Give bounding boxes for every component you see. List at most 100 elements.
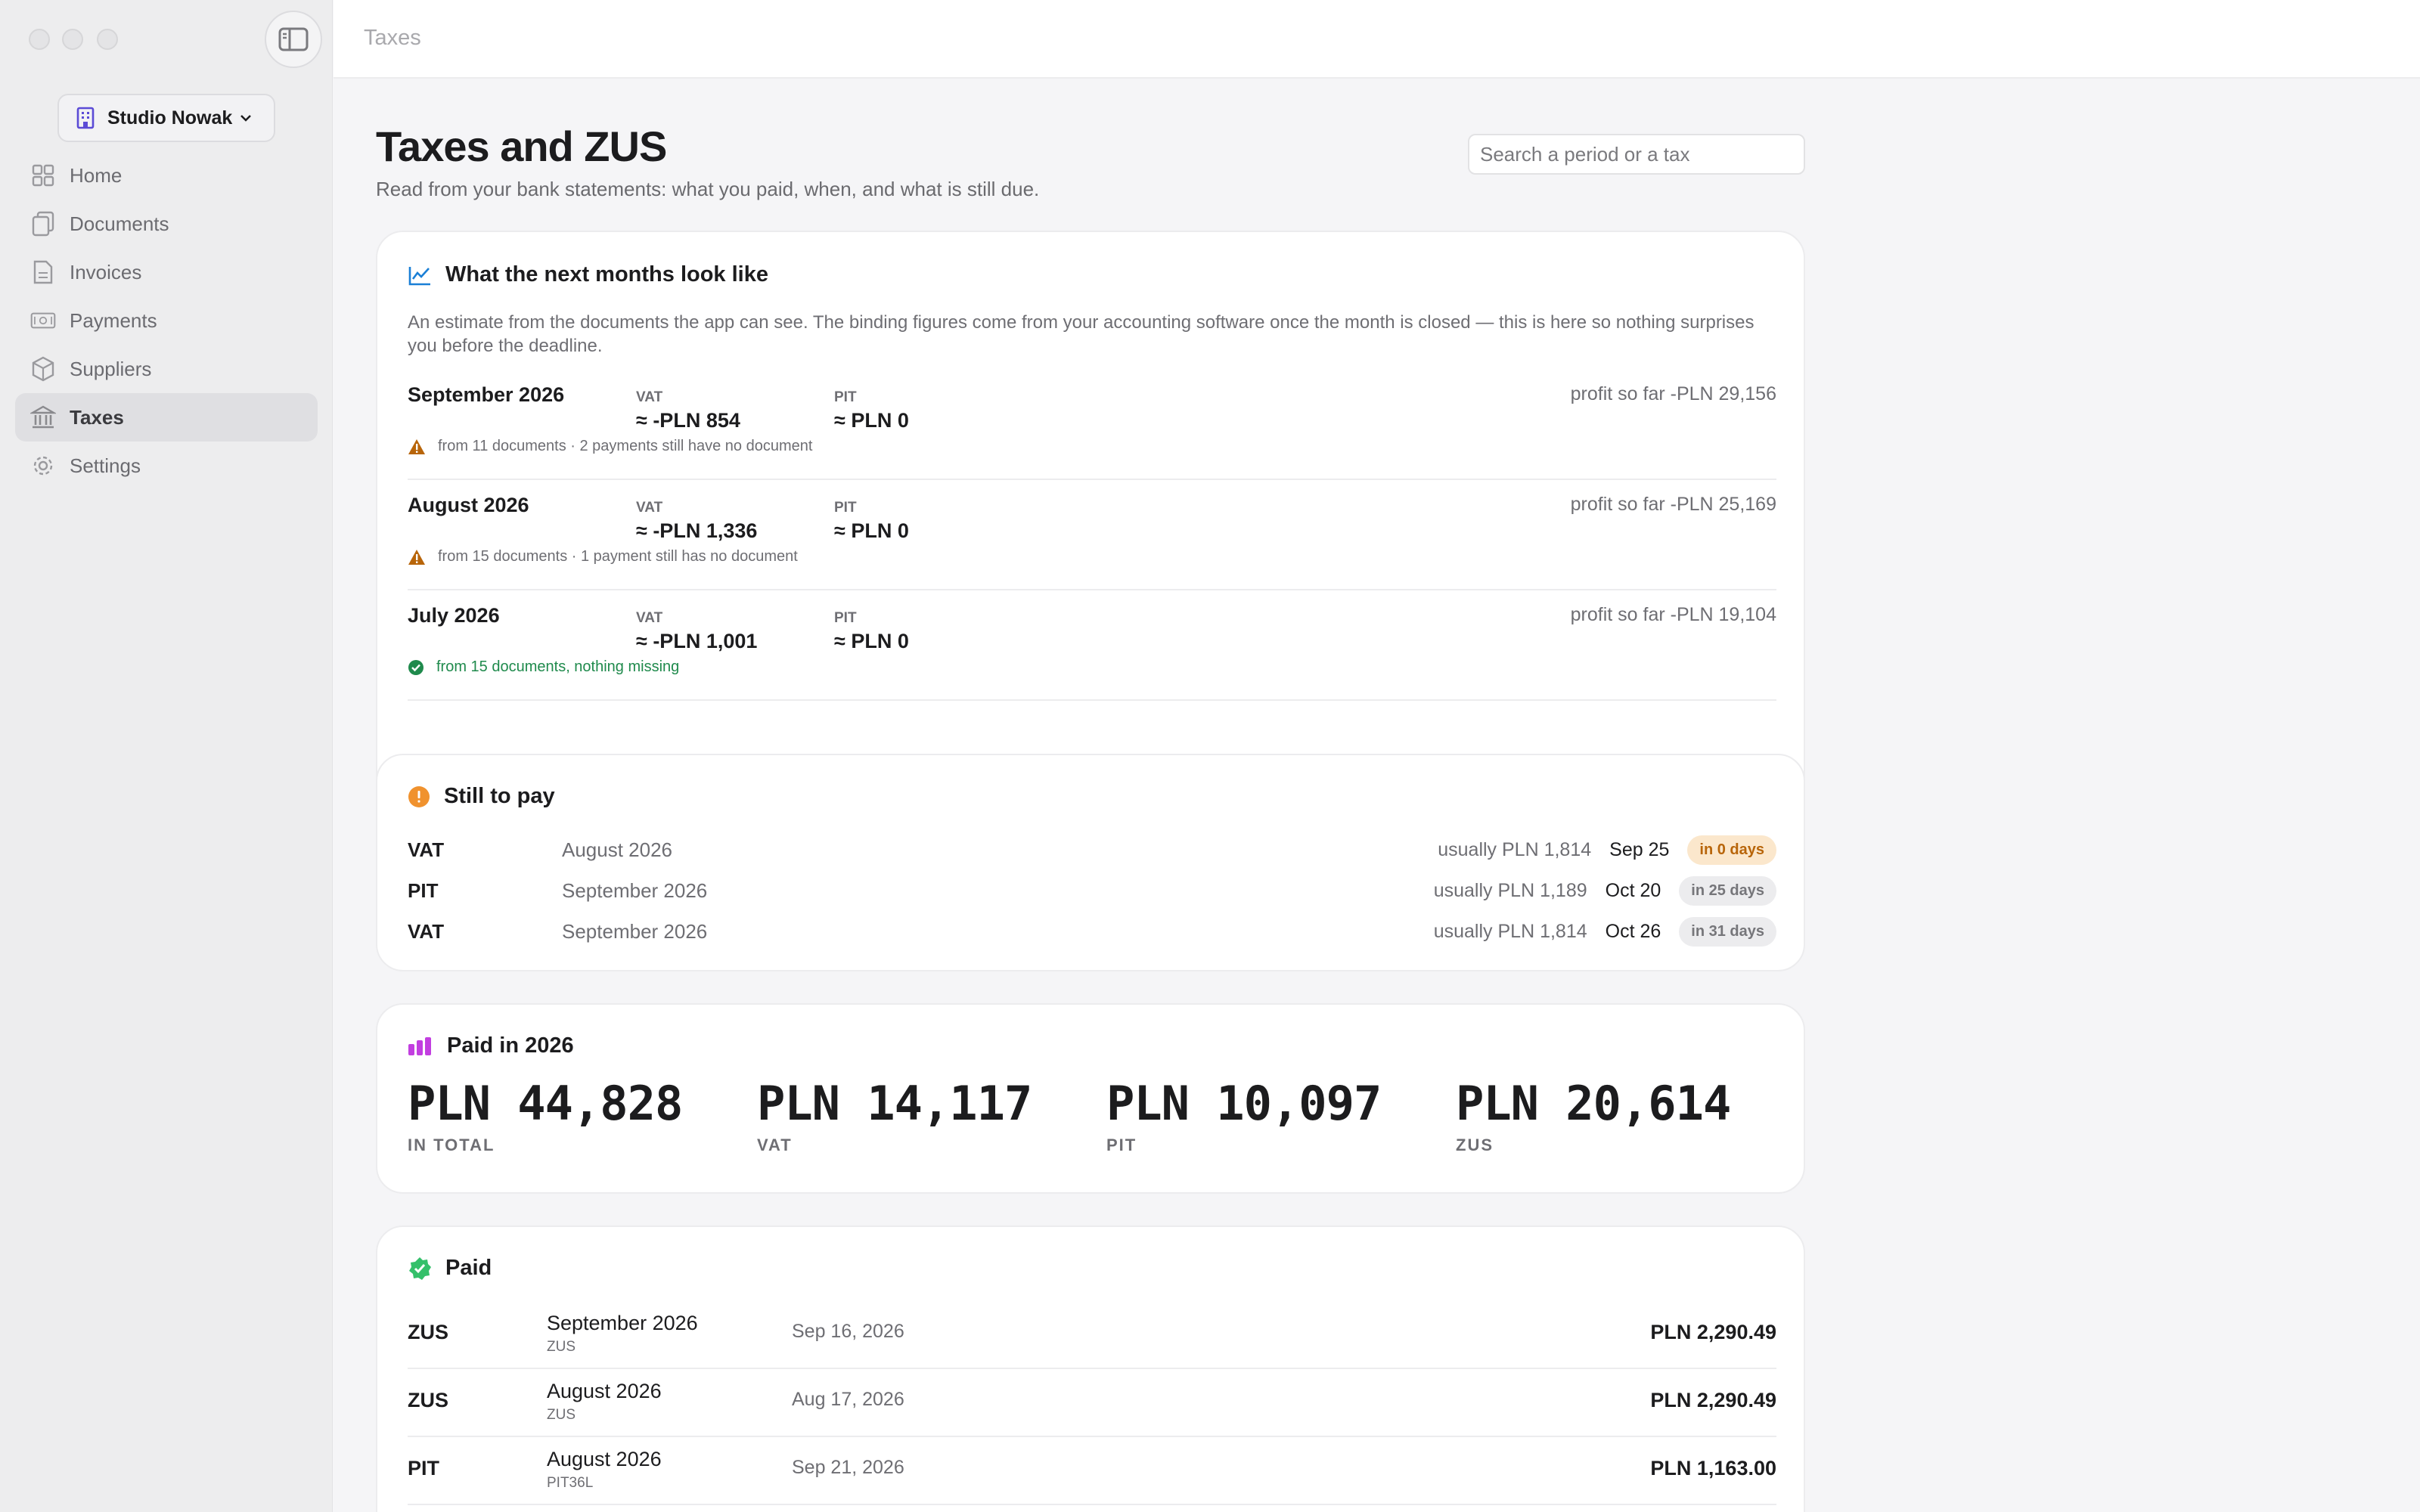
payment-date: Sep 16, 2026 xyxy=(792,1321,904,1342)
sidebar-item-suppliers[interactable]: Suppliers xyxy=(15,345,318,393)
tax-type: VAT xyxy=(408,838,445,861)
bar-chart-icon xyxy=(408,1036,431,1055)
paid-row[interactable]: ZUS August 2026 ZUS Aug 17, 2026 PLN 2,2… xyxy=(408,1369,1776,1437)
payment-date: Aug 17, 2026 xyxy=(792,1389,904,1410)
close-window-button[interactable] xyxy=(29,29,50,50)
forecast-month: August 2026 xyxy=(408,494,529,516)
stat-amount: PLN 14,117 xyxy=(757,1076,1032,1131)
sidebar-item-label: Documents xyxy=(70,212,169,235)
forecast-card-header: What the next months look like xyxy=(408,262,768,287)
pit-estimate: ≈ PLN 0 xyxy=(834,519,909,542)
paid-row[interactable]: PIT August 2026 PIT36L Sep 21, 2026 PLN … xyxy=(408,1437,1776,1505)
stat-zus: PLN 20,614 ZUS xyxy=(1456,1076,1731,1155)
stat-total: PLN 44,828 IN TOTAL xyxy=(408,1076,683,1155)
due-details: usually PLN 1,814 Sep 25 in 0 days xyxy=(1438,832,1776,867)
organization-switcher[interactable]: Studio Nowak xyxy=(57,94,275,142)
due-row[interactable]: VAT August 2026 usually PLN 1,814 Sep 25… xyxy=(408,829,1776,870)
stat-amount: PLN 20,614 xyxy=(1456,1076,1731,1131)
pit-label: PIT xyxy=(834,500,857,516)
sidebar-toggle-button[interactable] xyxy=(265,11,322,68)
window-title: Taxes xyxy=(364,26,421,50)
warning-icon xyxy=(408,549,425,565)
due-row[interactable]: PIT September 2026 usually PLN 1,189 Oct… xyxy=(408,870,1776,911)
pit-label: PIT xyxy=(834,610,857,626)
sidebar-item-settings[interactable]: Settings xyxy=(15,442,318,490)
pit-estimate: ≈ PLN 0 xyxy=(834,630,909,652)
sidebar-nav: Home Documents Invoices Payments Supplie… xyxy=(15,151,318,490)
due-row[interactable]: VAT September 2026 usually PLN 1,814 Oct… xyxy=(408,911,1776,952)
vat-label: VAT xyxy=(636,610,663,626)
tax-type: ZUS xyxy=(408,1389,448,1411)
still-to-pay-title: Still to pay xyxy=(444,784,555,808)
main-content: Taxes and ZUS Read from your bank statem… xyxy=(334,79,2420,1512)
forecast-note-text: from 15 documents, nothing missing xyxy=(436,658,680,675)
sidebar-item-payments[interactable]: Payments xyxy=(15,296,318,345)
due-date: Oct 20 xyxy=(1605,879,1661,901)
vat-label: VAT xyxy=(636,500,663,516)
forecast-row[interactable]: July 2026 VAT ≈ -PLN 1,001 PIT ≈ PLN 0 p… xyxy=(408,590,1776,701)
sidebar-item-documents[interactable]: Documents xyxy=(15,200,318,248)
warning-icon xyxy=(408,438,425,454)
usual-amount: usually PLN 1,814 xyxy=(1438,838,1592,860)
tax-type: ZUS xyxy=(408,1321,448,1343)
sidebar-toggle-icon xyxy=(278,27,309,51)
minimize-window-button[interactable] xyxy=(62,29,83,50)
tax-period: August 2026 xyxy=(562,838,673,861)
stat-caption: IN TOTAL xyxy=(408,1136,495,1154)
grid-icon xyxy=(30,163,56,188)
forecast-row[interactable]: August 2026 VAT ≈ -PLN 1,336 PIT ≈ PLN 0… xyxy=(408,480,1776,590)
sidebar-item-invoices[interactable]: Invoices xyxy=(15,248,318,296)
payment-date: Sep 21, 2026 xyxy=(792,1457,904,1478)
paid-row[interactable]: ZUS September 2026 ZUS Sep 16, 2026 PLN … xyxy=(408,1301,1776,1369)
still-to-pay-header: Still to pay xyxy=(408,784,555,809)
trend-chart-icon xyxy=(408,266,430,285)
sidebar: Studio Nowak Home Documents Invoices Pay… xyxy=(0,0,333,1512)
stat-pit: PLN 10,097 PIT xyxy=(1106,1076,1382,1155)
page-title: Taxes and ZUS xyxy=(376,122,667,170)
sidebar-item-label: Taxes xyxy=(70,405,124,429)
tax-form: ZUS xyxy=(547,1407,576,1423)
stat-vat: PLN 14,117 VAT xyxy=(757,1076,1032,1155)
forecast-row[interactable]: September 2026 VAT ≈ -PLN 854 PIT ≈ PLN … xyxy=(408,370,1776,480)
stat-caption: VAT xyxy=(757,1136,793,1154)
due-details: usually PLN 1,189 Oct 20 in 25 days xyxy=(1434,873,1776,908)
paid-card: Paid ZUS September 2026 ZUS Sep 16, 2026… xyxy=(376,1225,1805,1512)
forecast-note: from 11 documents · 2 payments still hav… xyxy=(408,438,812,455)
tax-period: September 2026 xyxy=(562,879,708,902)
paid-stats: PLN 44,828 IN TOTAL PLN 14,117 VAT PLN 1… xyxy=(408,1076,1776,1159)
search-input[interactable] xyxy=(1468,134,1805,175)
sidebar-item-label: Home xyxy=(70,163,123,187)
zoom-window-button[interactable] xyxy=(97,29,118,50)
paid-header: Paid xyxy=(408,1256,492,1281)
sidebar-item-home[interactable]: Home xyxy=(15,151,318,200)
sidebar-item-label: Settings xyxy=(70,454,141,477)
forecast-intro: An estimate from the documents the app c… xyxy=(408,312,1754,356)
stat-amount: PLN 44,828 xyxy=(408,1076,683,1131)
exclamation-circle-icon xyxy=(408,785,430,807)
forecast-note-text: from 11 documents · 2 payments still hav… xyxy=(438,438,813,454)
pit-label: PIT xyxy=(834,389,857,405)
forecast-card: What the next months look like An estima… xyxy=(376,231,1805,802)
invoice-icon xyxy=(30,259,56,285)
stat-caption: ZUS xyxy=(1456,1136,1494,1154)
forecast-note-text: from 15 documents · 1 payment still has … xyxy=(438,548,798,565)
sidebar-item-taxes[interactable]: Taxes xyxy=(15,393,318,442)
vat-estimate: ≈ -PLN 1,336 xyxy=(636,519,758,542)
chevron-down-icon xyxy=(240,115,252,122)
due-details: usually PLN 1,814 Oct 26 in 31 days xyxy=(1434,914,1776,949)
tax-type: PIT xyxy=(408,1457,440,1479)
stat-amount: PLN 10,097 xyxy=(1106,1076,1382,1131)
paid-in-year-card: Paid in 2026 PLN 44,828 IN TOTAL PLN 14,… xyxy=(376,1003,1805,1194)
forecast-month: July 2026 xyxy=(408,604,500,627)
forecast-note: from 15 documents · 1 payment still has … xyxy=(408,548,798,565)
payments-icon xyxy=(30,308,56,333)
building-icon xyxy=(76,107,95,129)
due-date: Sep 25 xyxy=(1609,838,1670,860)
sidebar-item-label: Payments xyxy=(70,308,157,332)
bank-icon xyxy=(30,404,56,430)
sidebar-item-label: Invoices xyxy=(70,260,142,284)
verified-badge-icon xyxy=(409,1256,431,1280)
profit-so-far: profit so far -PLN 19,104 xyxy=(1570,604,1776,625)
still-to-pay-card: Still to pay VAT August 2026 usually PLN… xyxy=(376,754,1805,971)
tax-type: PIT xyxy=(408,879,439,902)
